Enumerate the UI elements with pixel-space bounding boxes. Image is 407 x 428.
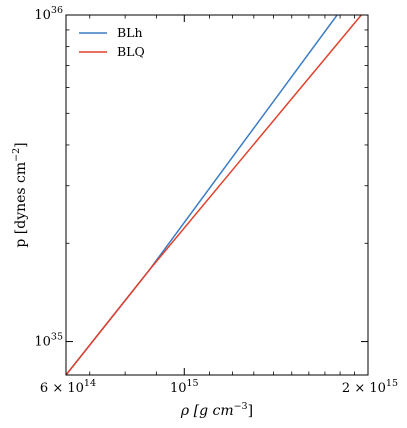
x-axis-label-tail: ] xyxy=(248,403,253,419)
series-layer xyxy=(66,15,362,375)
x-tick-label-mantissa: 6 × 10 xyxy=(40,381,84,396)
minor-ticks xyxy=(66,15,368,375)
y-tick-label-exponent: 35 xyxy=(51,332,63,343)
y-axis-label-tail: ] xyxy=(13,142,29,147)
y-tick-label: 1035 xyxy=(34,332,63,350)
y-tick-label: 1036 xyxy=(34,5,63,23)
x-tick-label-mantissa: 2 × 10 xyxy=(342,381,386,396)
x-axis-label-main: ρ [g cm xyxy=(180,403,234,419)
series-line-blq xyxy=(66,15,362,375)
y-axis-label-main: p [dynes cm xyxy=(13,162,29,248)
legend: BLh BLQ xyxy=(79,25,145,59)
x-axis-label: ρ [g cm−3] xyxy=(180,401,253,419)
y-tick-label-exponent: 36 xyxy=(51,5,63,16)
y-tick-label-mantissa: 10 xyxy=(34,8,51,23)
plot-frame xyxy=(65,14,369,376)
y-tick-label-mantissa: 10 xyxy=(34,335,51,350)
x-tick-label-exponent: 14 xyxy=(84,378,96,389)
x-tick-label-exponent: 15 xyxy=(386,378,398,389)
x-axis-label-exp: −3 xyxy=(234,401,248,412)
x-tick-label-mantissa: 10 xyxy=(170,381,187,396)
x-tick-label: 1015 xyxy=(170,378,199,396)
plot-area xyxy=(66,15,368,375)
x-tick-label: 2 × 1015 xyxy=(342,378,398,396)
y-axis-label: p [dynes cm−2] xyxy=(11,142,29,247)
y-axis-label-exp: −2 xyxy=(11,148,22,162)
x-tick-label: 6 × 1014 xyxy=(40,378,96,396)
x-tick-label-exponent: 15 xyxy=(187,378,199,389)
legend-label-blq: BLQ xyxy=(117,44,145,59)
legend-label-blh: BLh xyxy=(117,25,143,40)
